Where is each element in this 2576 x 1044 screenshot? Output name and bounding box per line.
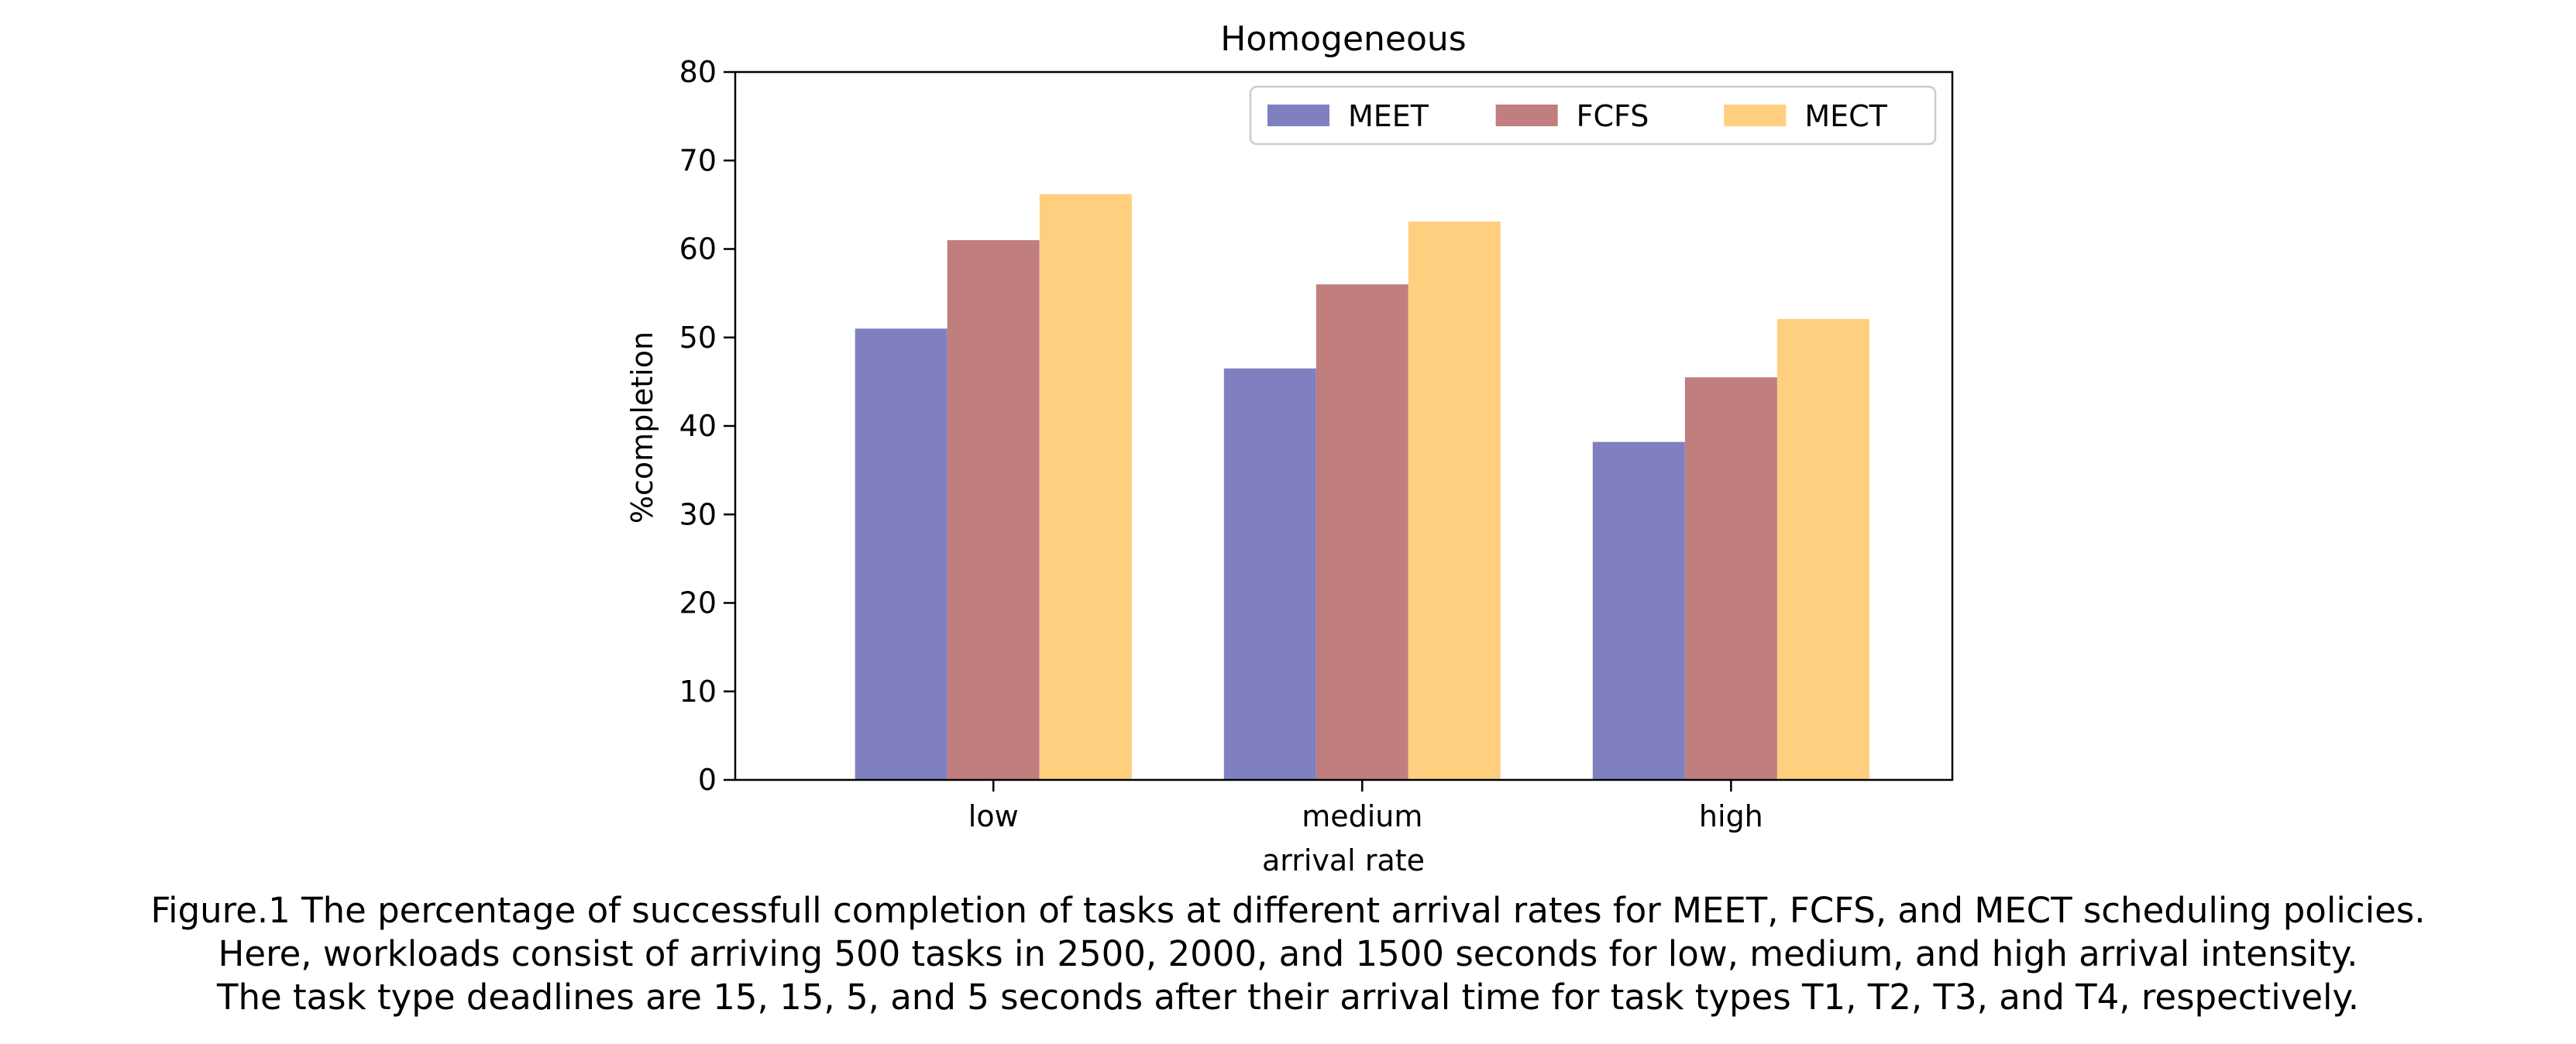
caption-line-3: The task type deadlines are 15, 15, 5, a… — [216, 977, 2360, 1018]
x-tick-label-medium: medium — [1302, 799, 1422, 833]
chart-title: Homogeneous — [1220, 19, 1466, 59]
bar-mect-low — [1039, 194, 1132, 780]
y-tick-label: 30 — [679, 497, 717, 531]
caption-line-1: Figure.1 The percentage of successfull c… — [150, 890, 2426, 931]
figure-caption: Figure.1 The percentage of successfull c… — [0, 889, 2576, 1019]
x-ticks-group: low medium high — [968, 780, 1763, 833]
y-tick-label: 70 — [679, 143, 717, 177]
bar-meet-medium — [1223, 368, 1316, 780]
y-ticks-group: 0 10 20 30 40 50 60 70 80 — [679, 55, 735, 797]
bar-mect-medium — [1408, 222, 1501, 781]
legend-swatch-mect — [1724, 105, 1787, 126]
y-tick-label: 80 — [679, 55, 717, 89]
y-tick-label: 40 — [679, 409, 717, 443]
bars-group — [855, 194, 1869, 781]
y-tick-label: 10 — [679, 675, 717, 709]
legend-box — [1249, 85, 1937, 146]
y-tick-label: 50 — [679, 321, 717, 355]
x-axis-label: arrival rate — [1262, 843, 1425, 877]
y-tick-label: 60 — [679, 232, 717, 266]
y-tick-label: 20 — [679, 586, 717, 620]
legend-label-meet: MEET — [1348, 99, 1429, 133]
legend-swatch-meet — [1267, 105, 1329, 126]
bar-meet-low — [855, 328, 948, 780]
legend-swatch-fcfs — [1495, 105, 1558, 126]
x-tick-label-low: low — [968, 799, 1019, 833]
y-axis-label: %completion — [625, 331, 659, 524]
x-tick-label-high: high — [1699, 799, 1763, 833]
bar-fcfs-high — [1684, 377, 1777, 780]
bar-fcfs-medium — [1316, 284, 1408, 780]
legend-label-mect: MECT — [1804, 99, 1887, 133]
bar-mect-high — [1776, 318, 1869, 780]
bar-chart: Homogeneous %completion arrival rate 0 10… — [625, 19, 1954, 877]
legend-label-fcfs: FCFS — [1577, 99, 1649, 133]
legend: MEET FCFS MECT — [1249, 85, 1937, 146]
bar-fcfs-low — [947, 240, 1040, 781]
caption-line-2: Here, workloads consist of arriving 500 … — [218, 933, 2358, 974]
y-tick-label: 0 — [698, 763, 717, 797]
bar-meet-high — [1592, 441, 1685, 780]
